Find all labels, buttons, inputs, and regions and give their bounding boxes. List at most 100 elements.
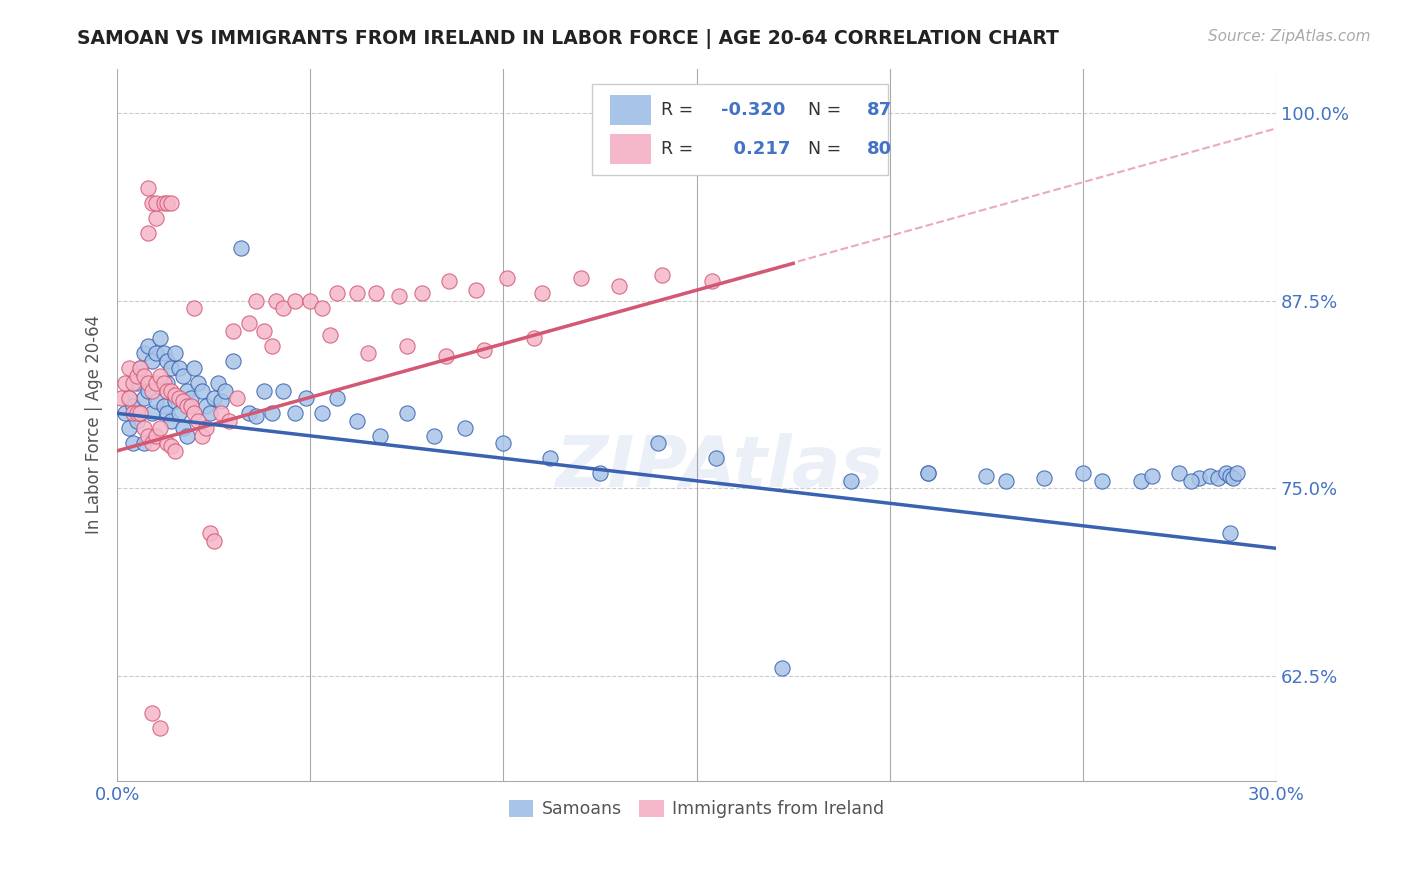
Point xyxy=(141,706,163,721)
Point xyxy=(121,376,143,391)
Point xyxy=(222,324,245,338)
Point xyxy=(523,331,546,345)
Point xyxy=(152,196,174,211)
Point xyxy=(167,392,190,406)
Point xyxy=(141,436,163,450)
Point xyxy=(423,429,446,443)
Point xyxy=(149,421,172,435)
Point xyxy=(160,414,183,428)
Text: SAMOAN VS IMMIGRANTS FROM IRELAND IN LABOR FORCE | AGE 20-64 CORRELATION CHART: SAMOAN VS IMMIGRANTS FROM IRELAND IN LAB… xyxy=(77,29,1059,48)
Point xyxy=(172,394,194,409)
Point xyxy=(1033,471,1056,485)
Point xyxy=(167,406,190,420)
Point xyxy=(136,429,159,443)
Point xyxy=(472,343,495,358)
Point xyxy=(1206,471,1229,485)
Point xyxy=(651,268,673,283)
Point xyxy=(1168,467,1191,481)
Point xyxy=(183,406,205,420)
Point xyxy=(118,392,141,406)
Point xyxy=(121,436,143,450)
Point xyxy=(176,384,198,398)
Point xyxy=(145,346,167,360)
Point xyxy=(531,286,554,301)
Point xyxy=(134,368,156,383)
Point xyxy=(121,406,143,420)
FancyBboxPatch shape xyxy=(610,134,651,164)
Point xyxy=(271,384,294,398)
Point xyxy=(160,384,183,398)
Point xyxy=(974,469,997,483)
Point xyxy=(195,421,218,435)
Point xyxy=(770,661,793,675)
Text: R =: R = xyxy=(661,140,699,158)
FancyBboxPatch shape xyxy=(610,95,651,126)
Point xyxy=(388,289,411,303)
Point xyxy=(917,467,939,481)
Point xyxy=(145,211,167,226)
Text: -0.320: -0.320 xyxy=(721,102,786,120)
Point xyxy=(1226,467,1249,481)
Point xyxy=(129,406,152,420)
Point xyxy=(149,721,172,735)
Point xyxy=(136,339,159,353)
Point xyxy=(176,429,198,443)
Point xyxy=(156,406,179,420)
Point xyxy=(172,368,194,383)
Point xyxy=(607,279,630,293)
Point xyxy=(202,392,225,406)
Point xyxy=(145,394,167,409)
Point xyxy=(700,274,723,288)
Point xyxy=(160,361,183,376)
Point xyxy=(176,399,198,413)
Point xyxy=(183,361,205,376)
Point xyxy=(238,406,260,420)
Point xyxy=(125,376,148,391)
Point xyxy=(264,293,287,308)
Point xyxy=(357,346,380,360)
Point xyxy=(114,376,136,391)
Point xyxy=(1188,471,1211,485)
Point xyxy=(1142,469,1164,483)
Point xyxy=(218,414,240,428)
Point xyxy=(647,436,669,450)
Point xyxy=(284,293,307,308)
Point xyxy=(238,317,260,331)
Point xyxy=(180,392,202,406)
Point xyxy=(165,388,187,402)
Point xyxy=(271,301,294,316)
Point xyxy=(118,421,141,435)
Text: Source: ZipAtlas.com: Source: ZipAtlas.com xyxy=(1208,29,1371,44)
Point xyxy=(191,429,214,443)
Point xyxy=(125,414,148,428)
Point xyxy=(165,394,187,409)
Point xyxy=(253,384,276,398)
Point xyxy=(134,392,156,406)
Point xyxy=(141,196,163,211)
Text: 0.217: 0.217 xyxy=(721,140,790,158)
Point xyxy=(156,384,179,398)
Point xyxy=(125,406,148,420)
Point xyxy=(110,392,132,406)
Point xyxy=(311,301,333,316)
Point xyxy=(165,346,187,360)
Point xyxy=(704,451,727,466)
Point xyxy=(156,196,179,211)
Point xyxy=(149,368,172,383)
Point xyxy=(114,406,136,420)
Point xyxy=(202,533,225,548)
Point xyxy=(156,354,179,368)
Point xyxy=(326,286,349,301)
Point xyxy=(198,526,221,541)
Point xyxy=(141,406,163,420)
Point xyxy=(260,339,283,353)
Point xyxy=(121,399,143,413)
Point xyxy=(172,421,194,435)
Point xyxy=(229,242,252,256)
Point xyxy=(141,384,163,398)
Point xyxy=(368,429,391,443)
Text: N =: N = xyxy=(797,102,848,120)
Point xyxy=(207,376,229,391)
Point xyxy=(152,376,174,391)
Point xyxy=(253,324,276,338)
